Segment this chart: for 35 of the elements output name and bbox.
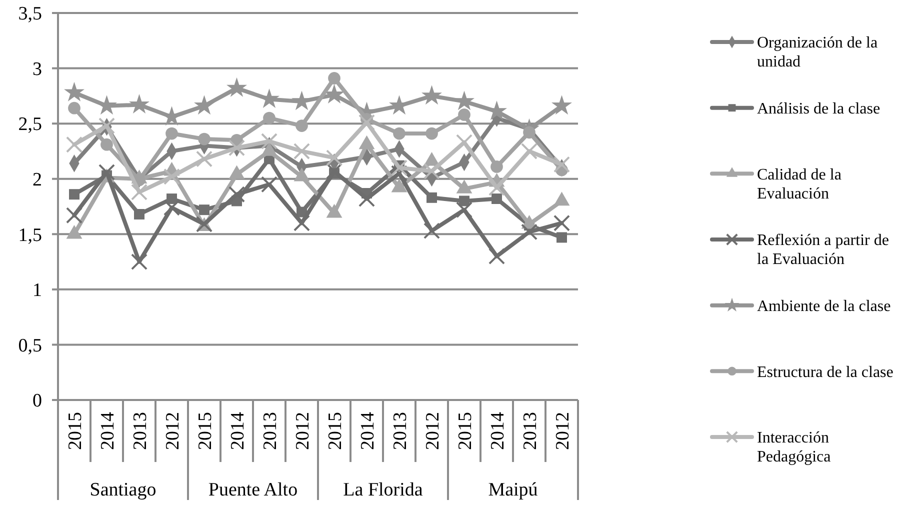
x-tick-label: 2015 — [194, 412, 216, 450]
x-tick-label: 2015 — [64, 412, 86, 450]
y-tick-label: 0,5 — [18, 335, 42, 356]
legend-label: Organización de la unidad — [757, 34, 878, 71]
x-tick-label: 2012 — [422, 412, 444, 450]
text: La Florida — [343, 480, 424, 501]
x-tick-label: 2012 — [292, 412, 314, 450]
x-tick-label: 2014 — [487, 412, 508, 450]
x-tick-label: 2015 — [454, 412, 476, 450]
y-tick-label: 0 — [32, 390, 42, 412]
x-tick-label: 2014 — [357, 412, 378, 450]
text: Santiago — [90, 480, 156, 501]
y-tick-label: 3 — [32, 58, 42, 80]
text: Puente Alto — [208, 480, 298, 501]
x-tick-label: 2013 — [130, 412, 151, 450]
y-tick-label: 2 — [32, 170, 42, 191]
legend-label: Calidad de la Evaluación — [757, 166, 842, 202]
legend-label: Interacción Pedagógica — [757, 430, 831, 466]
legend-label: Análisis de la clase — [757, 100, 880, 118]
y-tick-label: 2,5 — [18, 114, 42, 136]
y-tick-label: 1 — [32, 280, 42, 302]
x-tick-label: 2014 — [227, 412, 248, 450]
x-tick-label: 2012 — [162, 412, 184, 450]
legend-label: Reflexión a partir de la Evaluación — [757, 232, 889, 268]
x-tick-label: 2013 — [390, 412, 411, 450]
y-tick-label: 1,5 — [18, 224, 42, 246]
x-tick-label: 2015 — [324, 412, 346, 450]
x-tick-label: 2013 — [520, 412, 541, 450]
text: Maipú — [488, 480, 538, 501]
x-tick-label: 2013 — [260, 412, 281, 450]
x-tick-label: 2014 — [97, 412, 118, 450]
x-tick-label: 2012 — [552, 412, 574, 450]
legend-label: Estructura de la clase — [757, 364, 894, 381]
legend-label: Ambiente de la clase — [757, 298, 891, 315]
y-tick-label: 3,5 — [18, 4, 42, 25]
